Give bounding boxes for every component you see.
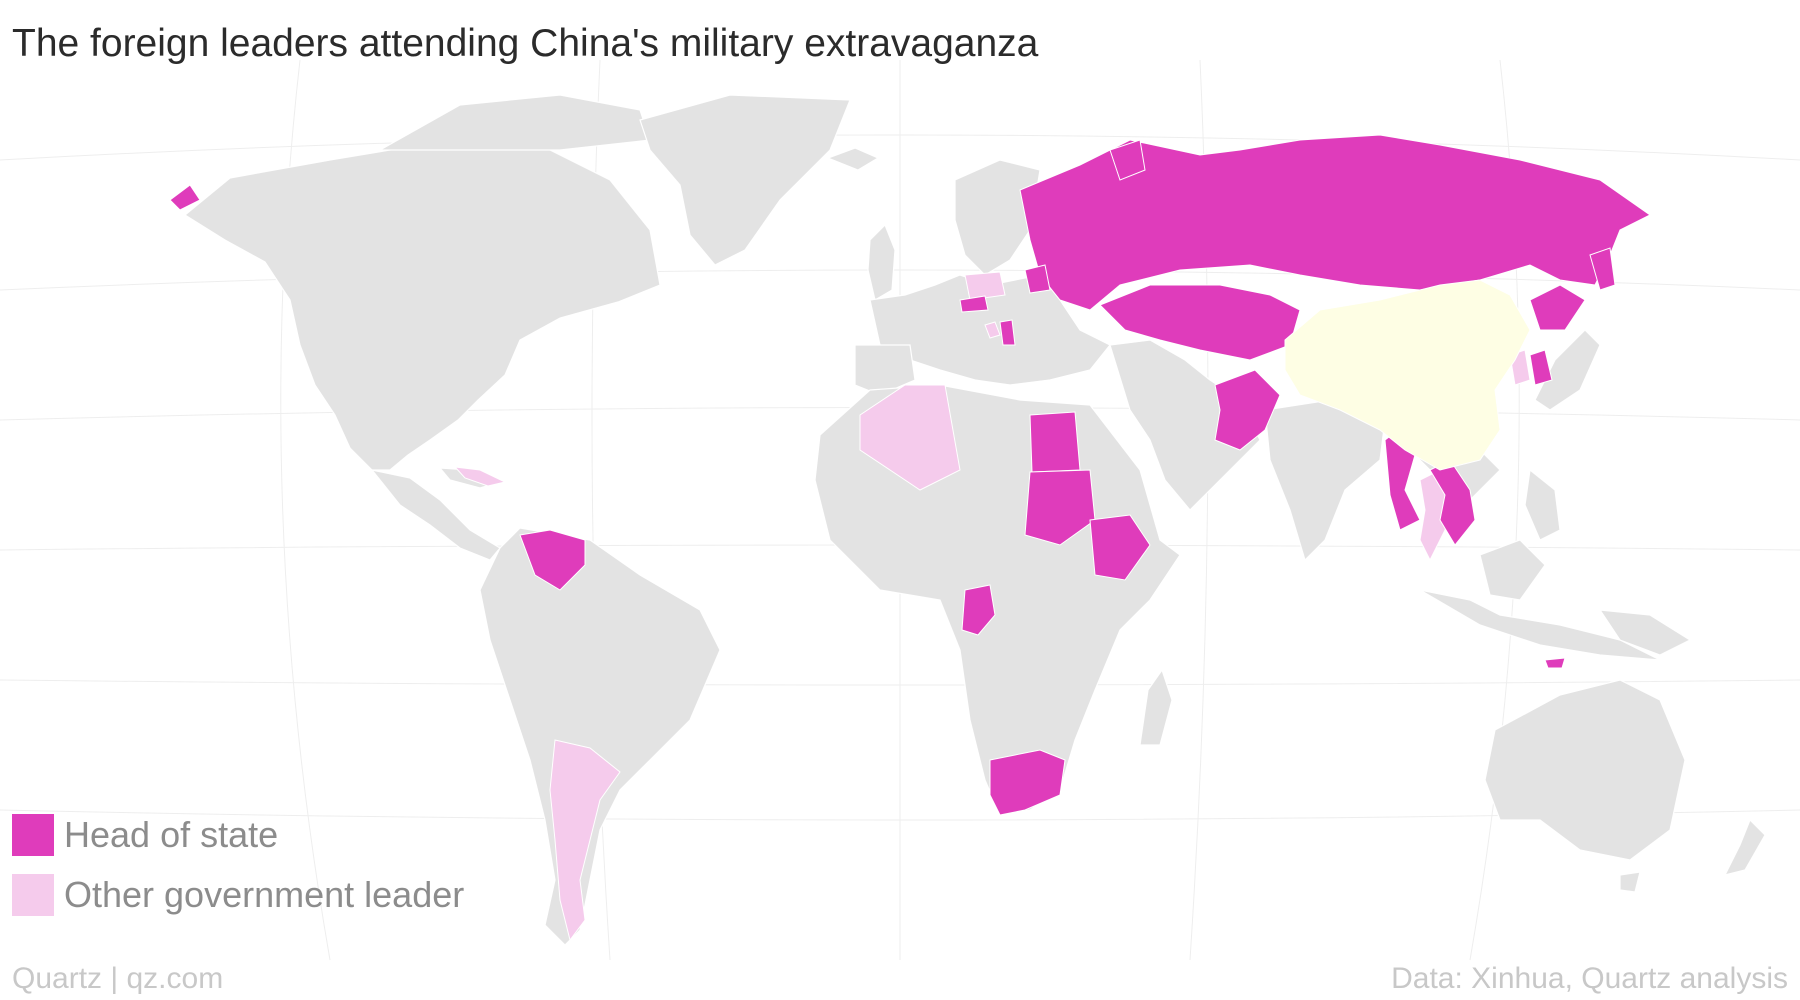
new-zealand: [1723, 818, 1766, 876]
legend-swatch-head-of-state: [12, 814, 54, 856]
country-venezuela: [519, 529, 586, 591]
country-timor: [1544, 657, 1566, 669]
australia: [1484, 679, 1686, 861]
legend-label: Other government leader: [64, 874, 465, 915]
madagascar: [1139, 668, 1173, 746]
country-north-korea-side: [1529, 349, 1553, 386]
country-czech-republic: [959, 295, 989, 313]
credit-right: Data: Xinhua, Quartz analysis: [1391, 962, 1788, 995]
greenland: [639, 94, 851, 266]
country-algeria: [859, 384, 961, 491]
credit-left: Quartz | qz.com: [12, 962, 224, 995]
country-balkan-ogl: [984, 321, 1001, 339]
legend-swatch-other-government-leader: [12, 874, 54, 916]
country-russia: [1019, 134, 1651, 311]
new-guinea: [1598, 609, 1692, 656]
borneo: [1479, 539, 1546, 601]
middle-east: [1109, 339, 1261, 511]
country-sudan: [1024, 469, 1096, 546]
indonesia: [1419, 589, 1661, 661]
country-poland: [964, 271, 1006, 301]
north-america: [183, 139, 661, 471]
other-countries: [183, 94, 1766, 946]
other-government-leader-countries: [453, 271, 1531, 942]
country-novaya-zemlya: [1109, 139, 1146, 181]
philippines: [1524, 468, 1561, 541]
country-belarus: [1024, 264, 1051, 294]
head-of-state-countries: [169, 134, 1651, 816]
legend: Head of state Other government leader: [12, 805, 464, 925]
legend-item-other-government-leader: Other government leader: [12, 865, 464, 925]
central-america: [370, 469, 501, 561]
country-egypt: [1029, 411, 1081, 473]
country-china-host: [1284, 279, 1531, 471]
country-alaska-tip: [169, 184, 201, 211]
legend-label: Head of state: [64, 814, 279, 855]
country-south-africa: [989, 749, 1066, 816]
country-cuba: [453, 466, 507, 487]
country-pakistan: [1214, 369, 1281, 451]
country-ethiopia: [1089, 514, 1151, 581]
country-argentina: [549, 739, 621, 942]
country-mongolia-northeast: [1529, 284, 1586, 331]
scandinavia: [954, 159, 1041, 276]
country-serbia: [999, 319, 1016, 346]
country-congo: [961, 584, 996, 636]
iceland: [826, 147, 880, 171]
japan: [1534, 329, 1601, 411]
chart-title: The foreign leaders attending China's mi…: [12, 22, 1039, 65]
uk: [867, 223, 896, 301]
country-kamchatka-sakhalin: [1589, 247, 1616, 291]
arctic-islands: [377, 94, 651, 151]
south-america: [479, 527, 721, 946]
tasmania: [1619, 871, 1641, 893]
legend-item-head-of-state: Head of state: [12, 805, 464, 865]
